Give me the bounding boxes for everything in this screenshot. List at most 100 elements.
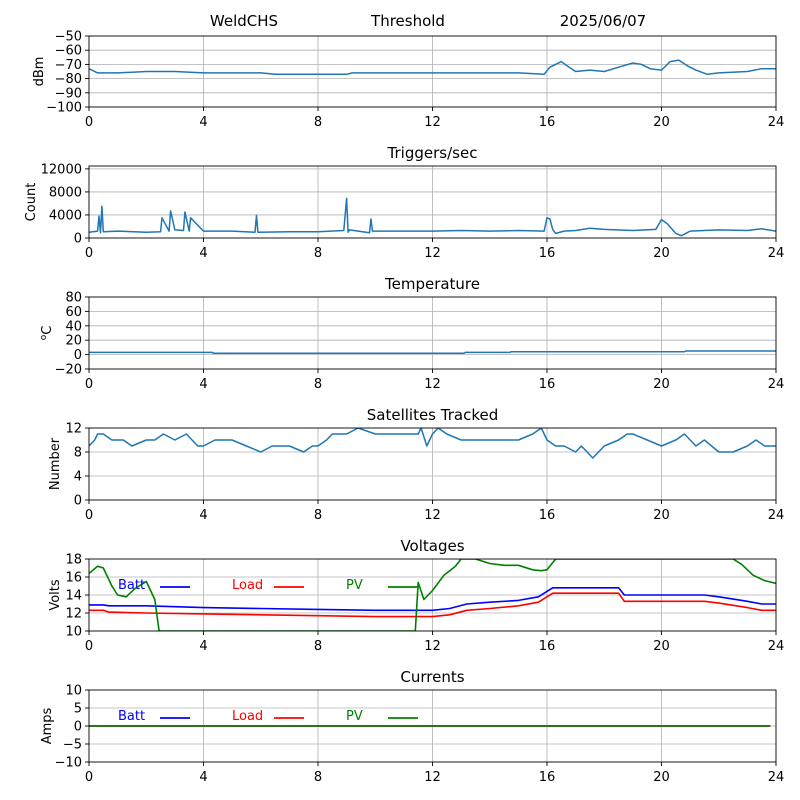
- y-axis-label: Volts: [48, 579, 63, 611]
- x-tick-label: 12: [424, 508, 441, 523]
- chart-panels: 0 4 8 12 16 20 24−100−90−80−70−60−50dBmTrigger…: [24, 30, 784, 786]
- y-tick-label: −70: [55, 58, 82, 73]
- x-tick-label: 12: [424, 115, 441, 130]
- chart-panel-1: 0 4 8 12 16 20 24 −100−90−80−70−60−50 dBm: [32, 30, 784, 131]
- x-tick-label: 16: [539, 115, 556, 130]
- legend-label-pv: PV: [346, 709, 363, 724]
- x-tick-label: 16: [539, 639, 556, 654]
- legend-label-load: Load: [232, 578, 263, 593]
- x-tick-label: 4: [199, 770, 207, 785]
- x-tick-label: 24: [768, 377, 785, 392]
- y-tick-label: 0: [74, 348, 82, 363]
- y-axis-label: Count: [24, 183, 39, 222]
- x-tick-label: 20: [653, 639, 670, 654]
- x-tick-label: 24: [768, 508, 785, 523]
- x-tick-label: 20: [653, 246, 670, 261]
- y-tick-label: 10: [65, 684, 82, 699]
- y-axis-label: Number: [48, 437, 63, 490]
- y-tick-label: 60: [65, 305, 82, 320]
- x-tick-label: 16: [539, 770, 556, 785]
- x-tick-label: 12: [424, 246, 441, 261]
- chart-panel-2: Triggers/sec 0 4 8 12 16 20 24 0 4000 8000 12000Cou…: [24, 144, 784, 261]
- x-tick-label: 0: [85, 770, 93, 785]
- x-tick-label: 4: [199, 639, 207, 654]
- x-tick-label: 12: [424, 770, 441, 785]
- header-station-name: WeldCHS: [210, 12, 278, 30]
- y-tick-label: −90: [55, 86, 82, 101]
- y-tick-label: 12000: [41, 162, 82, 177]
- y-tick-label: 16: [65, 571, 82, 586]
- x-tick-label: 8: [314, 115, 322, 130]
- x-tick-label: 8: [314, 770, 322, 785]
- chart-title: Temperature: [384, 275, 480, 293]
- y-axis-label-degree: o: [39, 334, 49, 340]
- x-tick-label: 24: [768, 639, 785, 654]
- y-tick-label: −60: [55, 44, 82, 59]
- y-tick-label: 0: [74, 720, 82, 735]
- y-tick-label: 4: [74, 470, 82, 485]
- y-tick-label: 14: [65, 589, 82, 604]
- legend-label-batt: Batt: [118, 578, 145, 593]
- x-tick-label: 0: [85, 115, 93, 130]
- y-tick-label: −20: [55, 363, 82, 378]
- x-tick-label: 16: [539, 508, 556, 523]
- x-tick-label: 20: [653, 377, 670, 392]
- y-tick-label: −10: [55, 756, 82, 771]
- series-line-1: [89, 59, 776, 76]
- x-tick-label: 0: [85, 639, 93, 654]
- y-tick-label: 0: [74, 494, 82, 509]
- y-tick-label: −5: [63, 738, 82, 753]
- y-tick-label: 8: [74, 446, 82, 461]
- y-tick-label: 18: [65, 553, 82, 568]
- x-tick-label: 24: [768, 246, 785, 261]
- x-tick-label: 0: [85, 508, 93, 523]
- x-tick-label: 20: [653, 115, 670, 130]
- legend-label-load: Load: [232, 709, 263, 724]
- y-tick-label: 20: [65, 334, 82, 349]
- x-tick-label: 20: [653, 770, 670, 785]
- legend-label-pv: PV: [346, 578, 363, 593]
- x-tick-label: 16: [539, 246, 556, 261]
- x-tick-label: 0: [85, 377, 93, 392]
- legend-label-batt: Batt: [118, 709, 145, 724]
- series-line-1: [89, 350, 776, 354]
- series-line-1: [89, 428, 776, 459]
- chart-title: Currents: [400, 668, 464, 686]
- chart-title: Satellites Tracked: [367, 406, 498, 424]
- y-tick-label: −100: [46, 101, 82, 116]
- y-tick-label: −80: [55, 72, 82, 87]
- y-tick-label: 12: [65, 607, 82, 622]
- y-axis-label: oC: [39, 326, 55, 341]
- x-tick-label: 0: [85, 246, 93, 261]
- header-date: 2025/06/07: [560, 12, 646, 30]
- y-tick-label: 12: [65, 422, 82, 437]
- chart-title: Triggers/sec: [387, 144, 478, 162]
- x-tick-label: 12: [424, 377, 441, 392]
- y-tick-label: 0: [74, 232, 82, 247]
- y-axis-label: Amps: [40, 707, 55, 744]
- x-tick-label: 4: [199, 377, 207, 392]
- y-tick-label: 4000: [49, 208, 82, 223]
- series-line-batt: [89, 586, 776, 612]
- x-tick-label: 8: [314, 508, 322, 523]
- y-axis-label: dBm: [32, 57, 47, 87]
- x-tick-label: 4: [199, 115, 207, 130]
- y-tick-label: 8000: [49, 185, 82, 200]
- chart-panel-6: Currents 0 4 8 12 16 20 24 −10 −5 0 5 10 Amps Batt Load…: [40, 668, 784, 785]
- x-tick-label: 4: [199, 508, 207, 523]
- x-tick-label: 4: [199, 246, 207, 261]
- y-tick-label: 40: [65, 319, 82, 334]
- header-threshold-label: Threshold: [370, 12, 445, 30]
- x-tick-label: 16: [539, 377, 556, 392]
- x-tick-label: 8: [314, 377, 322, 392]
- x-tick-label: 12: [424, 639, 441, 654]
- y-tick-label: 5: [74, 702, 82, 717]
- x-tick-label: 24: [768, 770, 785, 785]
- x-tick-label: 8: [314, 639, 322, 654]
- y-axis-label-unit: C: [40, 326, 55, 335]
- series-line-load: [89, 592, 776, 618]
